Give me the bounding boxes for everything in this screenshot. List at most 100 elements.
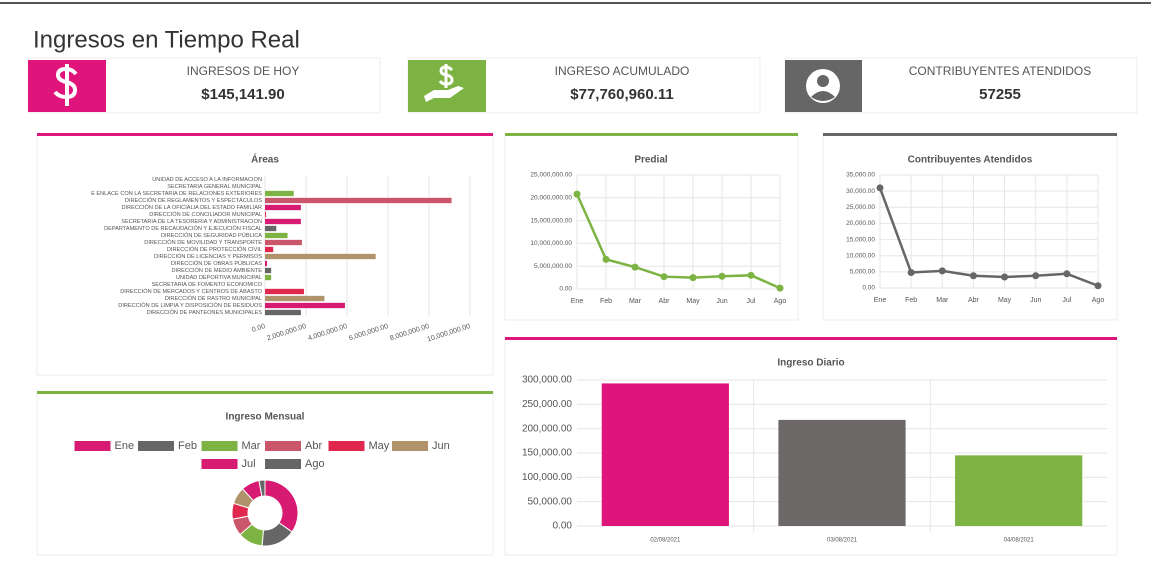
- x-tick-label: 03/08/2021: [827, 538, 858, 544]
- chart-title: Contribuyentes Atendidos: [908, 155, 1033, 166]
- line: [878, 187, 1099, 287]
- hand-icon: [424, 86, 464, 102]
- bar: [955, 455, 1083, 526]
- y-tick-label: 5,000.00: [850, 269, 876, 276]
- legend-swatch: [201, 459, 238, 469]
- top-border: [0, 2, 1151, 4]
- point: [1094, 282, 1102, 290]
- y-tick-label: 15,000.00: [846, 236, 875, 243]
- bar: [265, 274, 272, 281]
- legend-label: Jul: [242, 458, 256, 470]
- x-tick-label: Jun: [716, 298, 727, 305]
- legend-label: Feb: [178, 440, 197, 452]
- bar: [265, 260, 268, 267]
- y-tick-label: 25,000.00: [846, 204, 875, 211]
- legend-swatch: [328, 441, 365, 451]
- y-tick-label: 200,000.00: [522, 423, 572, 434]
- point: [776, 284, 784, 292]
- x-tick-label: Mar: [936, 297, 949, 304]
- line: [575, 193, 781, 290]
- bar: [265, 239, 302, 246]
- card-value: $77,760,960.11: [570, 86, 673, 103]
- legend-swatch: [138, 441, 174, 451]
- x-tick-label: 02/08/2021: [650, 538, 681, 544]
- y-tick-label: 50,000.00: [528, 496, 573, 507]
- y-tick-label: E ENLACE CON LA SECRETARIA DE RELACIONES…: [91, 191, 262, 197]
- y-tick-label: 0.00: [559, 286, 572, 293]
- legend-label: Ene: [115, 440, 135, 452]
- y-tick-label: 20,000.00: [846, 220, 875, 227]
- dollar-icon: [53, 64, 78, 106]
- point: [573, 190, 581, 198]
- panel-accent: [505, 337, 1117, 340]
- bar: [265, 246, 274, 253]
- y-tick-label: DIRECCIÓN DE SEGURIDAD PÚBLICA: [161, 232, 262, 239]
- y-tick-label: 25,000,000.00: [530, 172, 572, 179]
- legend-swatch: [74, 441, 111, 451]
- y-tick-label: 100,000.00: [522, 472, 572, 483]
- bar: [265, 190, 294, 197]
- user-icon-head: [817, 75, 829, 87]
- point: [969, 272, 977, 280]
- y-tick-label: 20,000,000.00: [530, 195, 572, 202]
- panel-accent: [37, 391, 493, 394]
- point: [660, 273, 668, 281]
- legend-label: Mar: [242, 440, 261, 452]
- x-tick-label: Ene: [874, 297, 887, 304]
- y-tick-label: SECRETARIA GENERAL MUNICIPAL: [167, 184, 262, 190]
- y-tick-label: 250,000.00: [522, 399, 572, 410]
- y-tick-label: DIRECCIÓN DE MEDIO AMBIENTE: [172, 267, 263, 274]
- card-label: INGRESOS DE HOY: [187, 64, 300, 78]
- bar: [265, 267, 272, 274]
- bar: [265, 288, 304, 295]
- point: [631, 263, 639, 271]
- y-tick-label: DIRECCIÓN DE PANTEONES MUNICIPALES: [147, 309, 263, 316]
- chart-title: Predial: [634, 155, 668, 166]
- x-tick-label: 0.00: [251, 323, 266, 334]
- point: [747, 271, 755, 279]
- x-tick-label: 04/08/2021: [1004, 538, 1035, 544]
- page-title: Ingresos en Tiempo Real: [33, 26, 300, 53]
- y-tick-label: SECRETARIA DE FOMENTO ECONOMICO: [152, 282, 263, 288]
- point: [938, 267, 946, 275]
- y-tick-label: UNIDAD DE ACCESO A LA INFORMACION: [152, 177, 262, 183]
- x-tick-label: Ago: [1092, 297, 1105, 304]
- point: [689, 274, 697, 282]
- y-tick-label: 300,000.00: [522, 375, 572, 386]
- panel-accent: [505, 133, 798, 136]
- y-tick-label: DIRECCIÓN DE CONCILIADOR MUNICIPAL: [149, 211, 262, 218]
- point: [1063, 270, 1071, 278]
- y-tick-label: SECRETARIA DE LA TESORERIA Y ADMINISTRAC…: [121, 219, 262, 225]
- point: [876, 184, 884, 192]
- bar: [265, 295, 325, 302]
- chart-title: Ingreso Mensual: [226, 412, 305, 423]
- legend-swatch: [265, 441, 301, 451]
- card-value: 57255: [979, 86, 1021, 103]
- y-tick-label: DIRECCIÓN DE REGLAMENTOS Y ESPECTÁCULOS: [125, 197, 262, 204]
- bar: [265, 211, 267, 218]
- bar: [265, 232, 288, 239]
- y-tick-label: DIRECCIÓN DE OBRAS PÚBLICAS: [171, 260, 262, 267]
- hand-dollar-icon: [438, 64, 454, 88]
- panel-accent: [823, 133, 1117, 136]
- x-tick-label: Jul: [1062, 297, 1071, 304]
- x-tick-label: May: [998, 297, 1012, 304]
- y-tick-label: DIRECCIÓN DE LA OFICIALIA DEL ESTADO FAM…: [122, 204, 263, 211]
- slice: [264, 479, 299, 533]
- y-tick-label: 0.00: [553, 521, 573, 532]
- y-tick-label: 0.00: [862, 285, 875, 292]
- panel: [822, 133, 1118, 321]
- legend-label: Abr: [305, 440, 322, 452]
- bar: [265, 302, 345, 309]
- bar: [265, 218, 301, 225]
- legend-label: Ago: [305, 458, 325, 470]
- y-tick-label: DEPARTAMENTO DE RECAUDACIÓN Y EJECUCIÓN …: [104, 225, 262, 232]
- x-tick-label: Ene: [571, 298, 584, 305]
- y-tick-label: 150,000.00: [522, 448, 572, 459]
- card-label: INGRESO ACUMULADO: [555, 64, 690, 78]
- y-tick-label: 5,000,000.00: [534, 263, 572, 270]
- legend-swatch: [265, 459, 301, 469]
- y-tick-label: DIRECCIÓN DE PROTECCIÓN CIVIL: [167, 246, 262, 253]
- bar: [601, 383, 729, 526]
- y-tick-label: 30,000.00: [846, 188, 875, 195]
